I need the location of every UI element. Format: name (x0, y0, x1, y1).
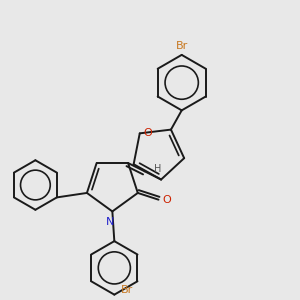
Text: Br: Br (176, 41, 188, 51)
Text: Br: Br (121, 285, 134, 295)
Text: O: O (144, 128, 152, 138)
Text: O: O (163, 195, 171, 205)
Text: H: H (154, 164, 161, 174)
Text: N: N (106, 218, 115, 227)
